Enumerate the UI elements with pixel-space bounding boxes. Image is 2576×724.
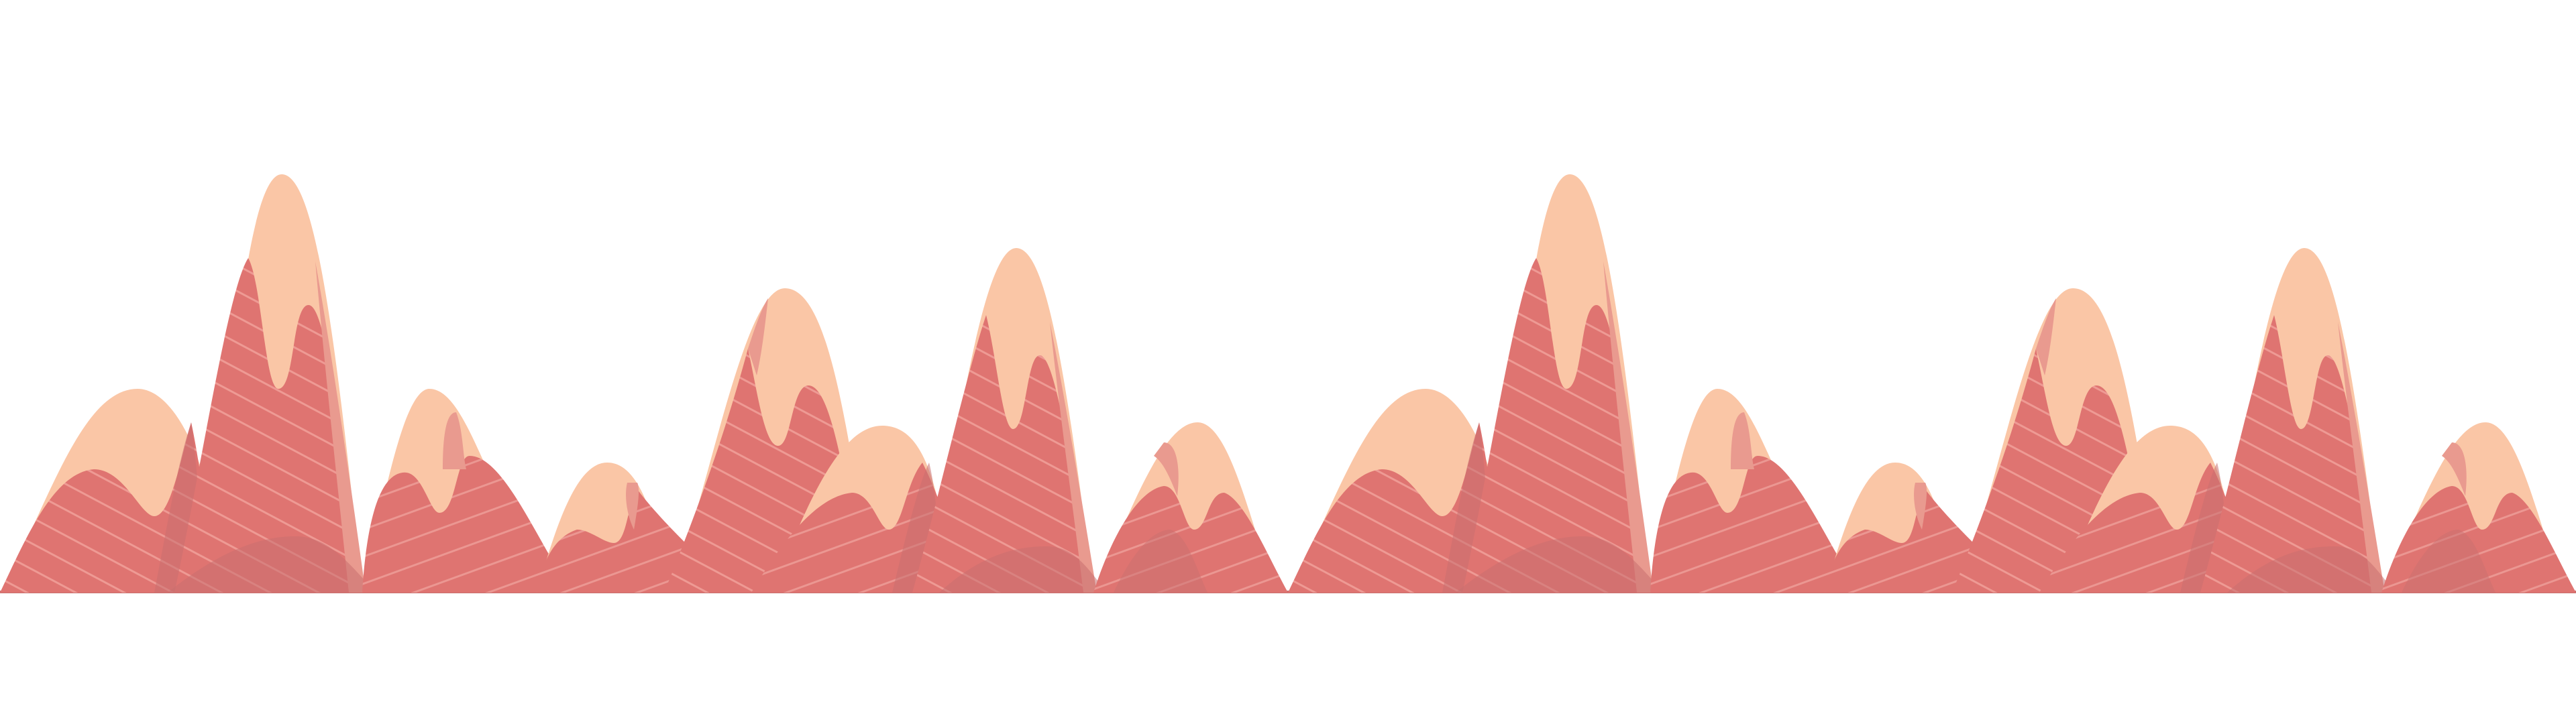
mountain-peak-2 [168, 174, 376, 593]
mountain-peak-7 [912, 248, 1107, 593]
mountain-peak-6 [751, 426, 966, 593]
mountain-tile [0, 174, 1288, 593]
mountain-peak-3 [362, 389, 550, 593]
mountain-peak-8 [1093, 422, 1288, 593]
mountain-tile-repeat [1288, 174, 2576, 593]
ground-line [0, 591, 2576, 593]
